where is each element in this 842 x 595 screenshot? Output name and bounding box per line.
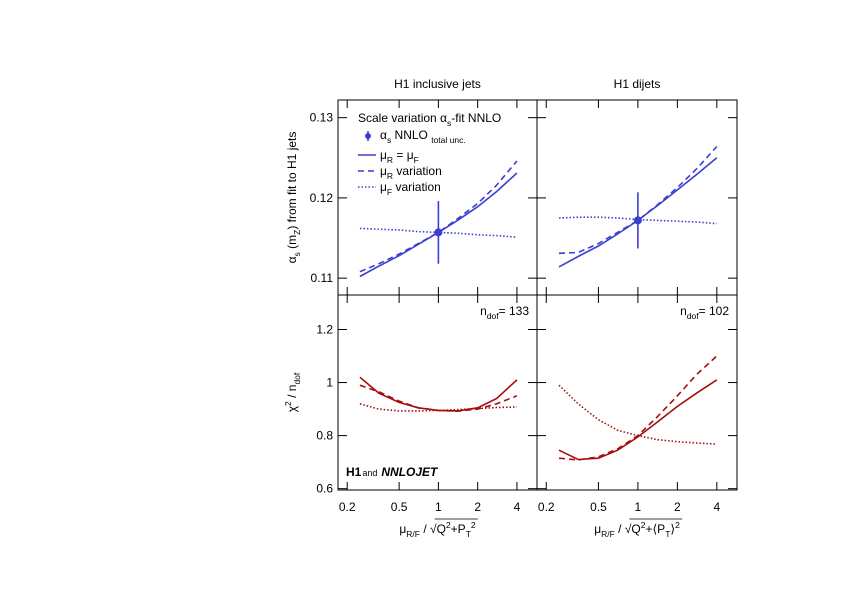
- legend-title-part: -fit NNLO: [451, 111, 501, 125]
- x-axis-label-part: 2: [446, 520, 451, 530]
- ndof-label-part: n: [680, 304, 687, 318]
- credit-label-part: NNLOJET: [381, 465, 439, 479]
- y-axis-label: αs (mZ) from fit to H1 jets: [285, 132, 302, 264]
- y-axis-label-part: s: [292, 252, 302, 256]
- series-line: [558, 216, 717, 225]
- x-axis-label-part: Q: [437, 522, 446, 536]
- x-axis-label: μR/F / √Q2+⟨PT⟩2: [594, 520, 680, 539]
- x-axis-label-part: R/F: [406, 529, 420, 539]
- fit-point: [633, 216, 642, 225]
- y-tick-label: 1.2: [316, 322, 333, 336]
- legend-label-part: s: [387, 135, 391, 145]
- y-tick-label: 1: [326, 376, 333, 390]
- x-tick-label: 0.2: [538, 500, 555, 514]
- x-tick-label: 4: [514, 500, 521, 514]
- legend-label-part: μ: [380, 164, 387, 178]
- x-axis-label-part: T: [466, 529, 471, 539]
- legend-label: μR = μF: [380, 148, 419, 165]
- legend-label-part: μ: [380, 148, 387, 162]
- y-tick-label: 0.8: [316, 429, 333, 443]
- plot-frame: [337, 99, 538, 296]
- ndof-label-part: dof: [487, 311, 499, 321]
- x-axis-label-part: / √: [420, 522, 437, 536]
- x-axis-label-part: +⟨P: [645, 522, 665, 536]
- series-line: [359, 384, 518, 413]
- y-axis-label: χ2 / ndof: [283, 372, 302, 412]
- legend-label-part: R: [387, 171, 393, 181]
- y-axis-label-part: dof: [292, 372, 302, 384]
- x-axis-label-part: ⟩: [670, 522, 675, 536]
- legend-label-part: R: [387, 155, 393, 165]
- ndof-label-part: n: [480, 304, 487, 318]
- x-tick-label: 0.5: [391, 500, 408, 514]
- credit-label: H1and NNLOJET: [346, 465, 439, 479]
- x-tick-label: 1: [635, 500, 642, 514]
- y-axis-label-part: / n: [285, 385, 299, 402]
- legend-label: αs NNLO total unc.: [380, 128, 466, 145]
- x-axis-label-part: 2: [471, 520, 476, 530]
- legend-label-part: F: [387, 187, 392, 197]
- legend-label-part: = μ: [393, 148, 414, 162]
- x-axis-label-part: R/F: [601, 529, 615, 539]
- series-line: [558, 384, 717, 445]
- series-line: [558, 379, 718, 461]
- legend-title-part: Scale variation α: [358, 111, 447, 125]
- legend-label-part: μ: [380, 180, 387, 194]
- legend-title-part: s: [447, 118, 451, 128]
- plot-frame: [536, 294, 738, 491]
- legend-marker: [365, 133, 371, 139]
- x-axis-label-part: +P: [451, 522, 466, 536]
- x-tick-label: 4: [713, 500, 720, 514]
- x-axis-label-part: 2: [675, 520, 680, 530]
- y-axis-label-part: Z: [292, 230, 302, 235]
- legend-title: Scale variation αs-fit NNLO: [358, 111, 501, 128]
- x-tick-label: 0.5: [590, 500, 607, 514]
- fit-point: [434, 228, 443, 237]
- ndof-label-part: = 102: [699, 304, 730, 318]
- y-axis-label-part: α: [285, 256, 299, 263]
- legend-label: μF variation: [380, 180, 441, 197]
- y-axis-label-part: ) from fit to H1 jets: [285, 132, 299, 230]
- legend-label-part: variation: [392, 180, 441, 194]
- y-tick-label: 0.11: [311, 271, 334, 285]
- ndof-label-part: = 133: [499, 304, 530, 318]
- x-axis-label-part: μ: [399, 522, 406, 536]
- x-tick-label: 1: [435, 500, 442, 514]
- x-tick-label: 2: [674, 500, 681, 514]
- legend-label-part: NNLO: [391, 128, 431, 142]
- credit-label-part: and: [362, 468, 377, 478]
- x-axis-label-part: Q: [631, 522, 640, 536]
- panel-title: H1 dijets: [614, 77, 661, 91]
- legend-label: μR variation: [380, 164, 442, 181]
- y-axis-label-part: 2: [283, 401, 293, 406]
- plot-frame: [536, 99, 738, 296]
- x-axis-label: μR/F / √Q2+PT2: [399, 520, 476, 539]
- y-tick-label: 0.6: [316, 482, 333, 496]
- series-line: [359, 160, 518, 273]
- panel-title: H1 inclusive jets: [394, 77, 481, 91]
- legend-label-part: α: [380, 128, 387, 142]
- credit-label-part: H1: [346, 465, 362, 479]
- ndof-label: ndof= 133: [480, 304, 529, 321]
- x-tick-label: 2: [474, 500, 481, 514]
- x-axis-label-part: / √: [615, 522, 632, 536]
- ndof-label-part: dof: [687, 311, 699, 321]
- y-tick-label: 0.13: [310, 111, 334, 125]
- y-tick-label: 0.12: [310, 191, 334, 205]
- y-axis-label-part: χ: [285, 405, 299, 412]
- plot-frame: [337, 294, 538, 491]
- legend-label-part: variation: [393, 164, 442, 178]
- x-axis-label-part: T: [665, 529, 670, 539]
- ndof-label: ndof= 102: [680, 304, 729, 321]
- x-axis-label-part: μ: [594, 522, 601, 536]
- x-tick-label: 0.2: [339, 500, 356, 514]
- x-axis-label-part: 2: [641, 520, 646, 530]
- legend-label-part: total unc.: [431, 135, 466, 145]
- y-axis-label-part: (m: [285, 235, 299, 252]
- legend-label-part: F: [414, 155, 419, 165]
- series-line: [359, 227, 517, 238]
